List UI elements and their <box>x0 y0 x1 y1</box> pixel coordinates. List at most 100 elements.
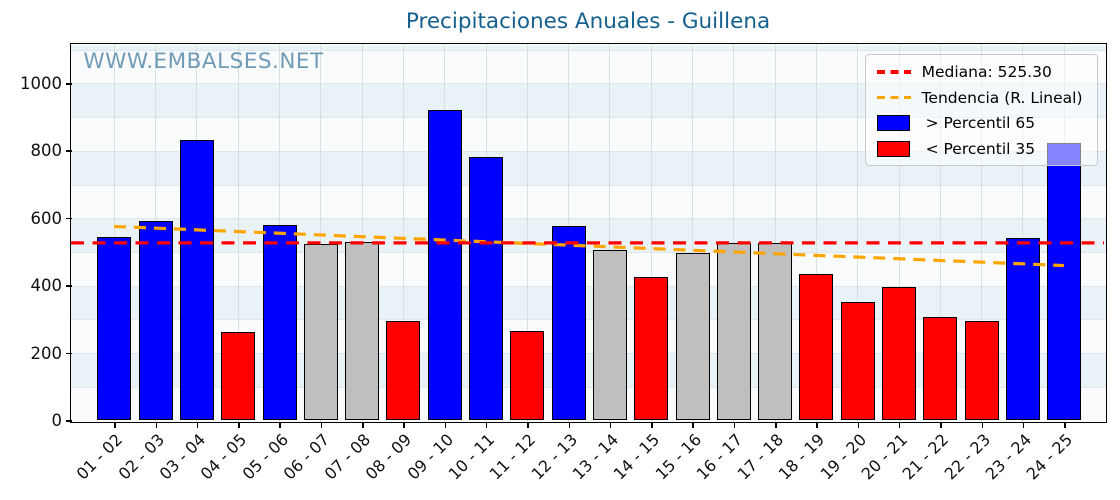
legend-item: Tendencia (R. Lineal) <box>866 85 1097 110</box>
v-gridline <box>692 44 694 422</box>
bar-10-11 <box>469 157 504 421</box>
bar-19-20 <box>840 302 875 421</box>
y-tick <box>65 285 72 287</box>
v-gridline <box>733 44 735 422</box>
background-stripe <box>71 252 1106 287</box>
y-axis-label: 400 <box>30 276 63 296</box>
bar-05-06 <box>262 224 297 421</box>
x-axis-label: 11 - 12 <box>485 430 540 484</box>
x-tick <box>857 422 860 428</box>
h-gridline <box>71 386 1106 388</box>
y-axis-label: 800 <box>30 141 63 161</box>
x-axis-label: 22 - 23 <box>940 430 994 484</box>
v-gridline <box>650 44 652 422</box>
x-tick <box>238 422 240 428</box>
x-tick <box>444 422 447 428</box>
x-tick <box>651 422 653 428</box>
line-layer <box>71 225 1105 268</box>
v-gridline <box>815 44 817 422</box>
h-gridline <box>71 353 1106 355</box>
x-tick <box>196 422 199 428</box>
y-tick <box>65 217 72 220</box>
x-axis-label: 09 - 10 <box>403 430 457 484</box>
bar-13-14 <box>592 249 627 421</box>
legend: Mediana: 525.30 Tendencia (R. Lineal) > Pe… <box>864 54 1098 167</box>
y-axis-label: 200 <box>30 343 63 363</box>
legend-swatch-dashed-line <box>876 70 911 74</box>
x-axis-label: 21 - 22 <box>898 430 953 484</box>
x-axis-label: 05 - 06 <box>238 430 292 484</box>
background-stripe <box>71 219 1106 253</box>
x-tick <box>1022 422 1025 428</box>
x-axis-label: 08 - 09 <box>362 430 416 484</box>
bar-14-15 <box>634 277 669 421</box>
x-tick <box>155 422 158 428</box>
v-gridline <box>981 44 983 422</box>
x-axis-label: 14 - 15 <box>609 430 664 484</box>
x-tick <box>362 422 364 428</box>
x-tick <box>568 422 571 428</box>
x-tick <box>403 422 405 428</box>
bar-03-04 <box>179 140 214 421</box>
legend-label: Tendencia (R. Lineal) <box>921 88 1083 107</box>
y-tick <box>65 352 72 355</box>
y-axis-label: 0 <box>51 411 63 430</box>
x-tick <box>692 422 694 428</box>
v-gridline <box>526 44 528 422</box>
y-tick <box>65 83 72 85</box>
bar-02-03 <box>138 221 173 421</box>
bar-16-17 <box>716 243 751 421</box>
legend-item: Mediana: 525.30 <box>866 60 1097 85</box>
x-axis-label: 04 - 05 <box>196 430 251 484</box>
v-gridline <box>939 44 941 422</box>
h-gridline <box>71 251 1106 253</box>
v-gridline <box>361 44 363 422</box>
v-gridline <box>113 44 115 422</box>
legend-swatch-wrap <box>876 115 913 132</box>
h-gridline <box>71 319 1106 321</box>
x-tick <box>981 422 984 428</box>
h-gridline <box>71 83 1106 85</box>
x-tick <box>816 422 818 428</box>
bar-12-13 <box>551 226 586 421</box>
x-tick <box>527 422 529 428</box>
x-tick <box>1064 422 1066 428</box>
v-gridline <box>898 44 900 422</box>
legend-swatch-rect <box>876 115 910 132</box>
legend-swatch-wrap <box>876 95 913 100</box>
bar-07-08 <box>345 242 380 421</box>
y-axis-label: 600 <box>30 208 63 228</box>
x-tick <box>940 422 942 428</box>
x-axis-label: 15 - 16 <box>651 430 705 484</box>
bar-18-19 <box>799 274 834 421</box>
v-gridline <box>320 44 322 422</box>
legend-item: < Percentil 35 <box>866 136 1097 161</box>
x-tick <box>320 422 323 428</box>
bar-09-10 <box>427 110 462 421</box>
v-gridline <box>774 44 776 422</box>
legend-swatch-dashed-line <box>876 95 911 100</box>
background-stripe <box>71 286 1106 321</box>
legend-label: < Percentil 35 <box>925 139 1036 158</box>
h-gridline <box>71 49 1106 51</box>
background-stripe <box>71 185 1106 220</box>
h-gridline <box>71 117 1106 119</box>
bar-22-23 <box>964 321 999 421</box>
x-tick <box>898 422 901 428</box>
x-axis-label: 24 - 25 <box>1022 430 1077 484</box>
h-gridline <box>71 150 1106 152</box>
x-tick <box>279 422 281 428</box>
legend-swatch-rect <box>876 140 910 157</box>
legend-swatch-wrap <box>876 140 913 157</box>
y-tick <box>65 150 72 152</box>
v-gridline <box>1022 44 1024 422</box>
bar-20-21 <box>882 286 917 421</box>
y-tick <box>65 420 72 422</box>
bar-21-22 <box>923 316 958 421</box>
h-gridline <box>71 184 1106 186</box>
bar-11-12 <box>510 331 545 421</box>
x-tick <box>775 422 777 428</box>
x-axis-label: 02 - 03 <box>114 430 168 484</box>
legend-swatch-wrap <box>876 70 913 74</box>
